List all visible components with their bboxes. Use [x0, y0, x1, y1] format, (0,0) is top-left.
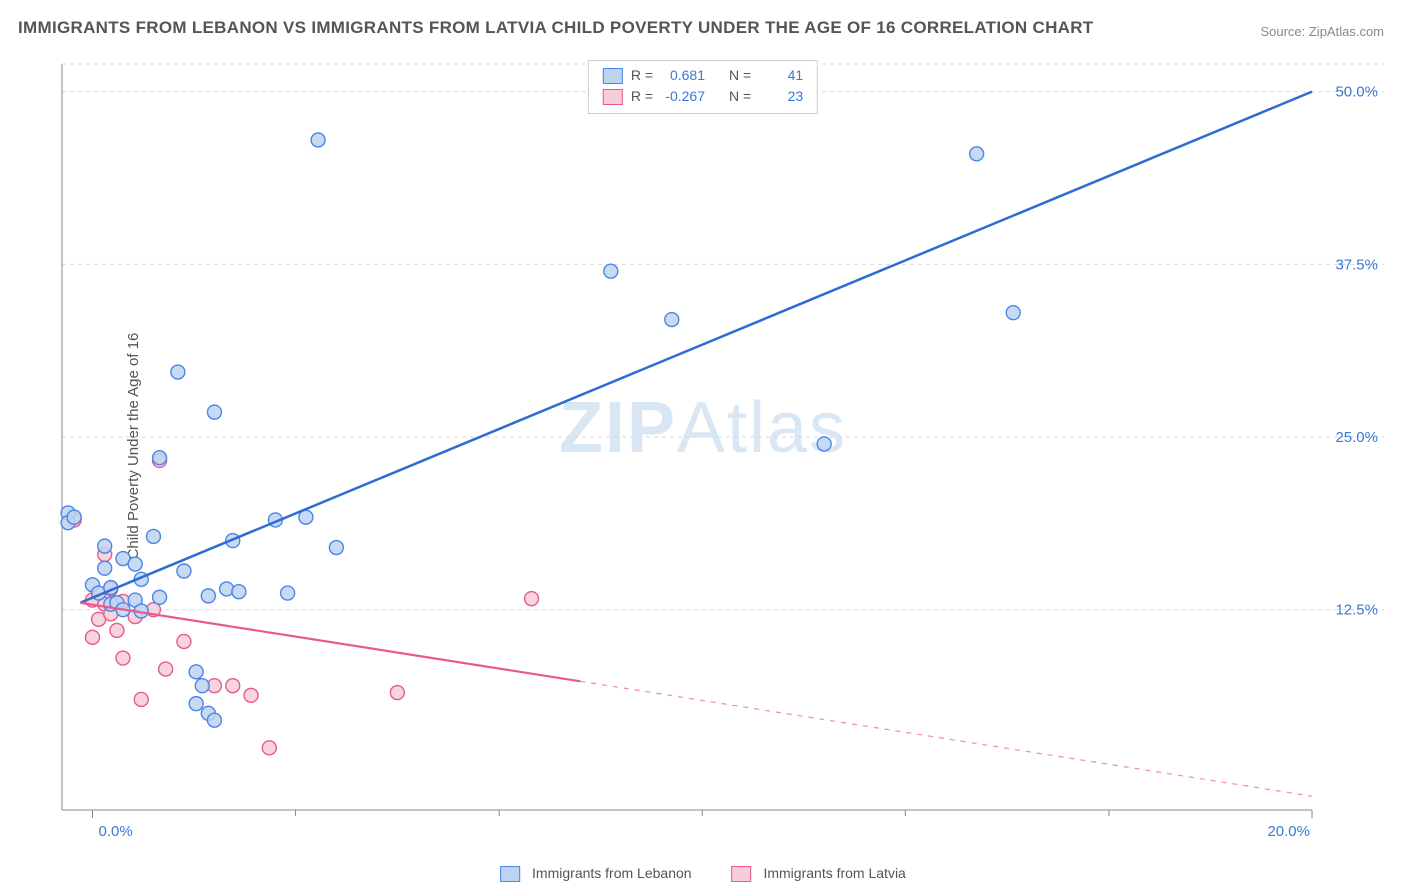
legend-swatch — [603, 68, 623, 84]
svg-text:0.0%: 0.0% — [98, 823, 132, 840]
svg-text:12.5%: 12.5% — [1335, 602, 1378, 619]
legend-row: R = 0.681 N = 41 — [603, 65, 803, 86]
legend-label: Immigrants from Latvia — [763, 865, 905, 881]
legend-r-value: 0.681 — [661, 65, 705, 86]
source-attribution: Source: ZipAtlas.com — [1260, 24, 1384, 39]
legend-item: Immigrants from Latvia — [732, 865, 906, 882]
legend-n-value: 41 — [759, 65, 803, 86]
legend-r-value: -0.267 — [661, 86, 705, 107]
legend-n-label: N = — [729, 86, 751, 107]
legend-r-label: R = — [631, 86, 653, 107]
svg-text:20.0%: 20.0% — [1267, 823, 1310, 840]
legend-n-value: 23 — [759, 86, 803, 107]
chart-title: IMMIGRANTS FROM LEBANON VS IMMIGRANTS FR… — [18, 18, 1093, 38]
scatter-plot: 0.0% 20.0% 12.5% 25.0% 37.5% 50.0% — [54, 56, 1384, 846]
legend-swatch — [500, 866, 520, 882]
svg-text:37.5%: 37.5% — [1335, 256, 1378, 273]
legend-swatch — [732, 866, 752, 882]
legend-r-label: R = — [631, 65, 653, 86]
legend-item: Immigrants from Lebanon — [500, 865, 691, 882]
legend-label: Immigrants from Lebanon — [532, 865, 692, 881]
legend-swatch — [603, 89, 623, 105]
svg-text:25.0%: 25.0% — [1335, 429, 1378, 446]
legend-n-label: N = — [729, 65, 751, 86]
legend-row: R = -0.267 N = 23 — [603, 86, 803, 107]
correlation-legend: R = 0.681 N = 41 R = -0.267 N = 23 — [588, 60, 818, 114]
svg-text:50.0%: 50.0% — [1335, 84, 1378, 101]
series-legend: Immigrants from Lebanon Immigrants from … — [500, 865, 906, 882]
